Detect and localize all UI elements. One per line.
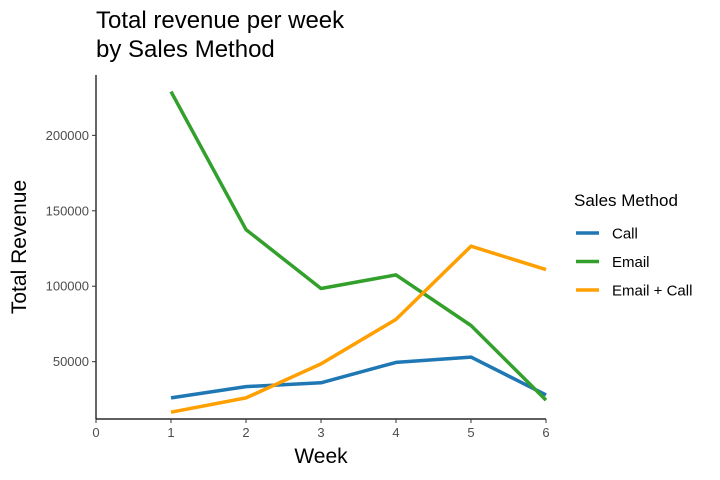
x-tick-label: 6: [542, 425, 549, 440]
y-tick-label: 50000: [53, 354, 89, 369]
y-axis-ticks: 50000 100000 150000 200000: [46, 128, 96, 369]
x-axis-title: Week: [294, 445, 348, 468]
series-line-call: [170, 355, 547, 400]
y-tick-label: 150000: [46, 203, 89, 218]
y-axis-title: Total Revenue: [8, 180, 31, 314]
x-tick-label: 0: [92, 425, 99, 440]
x-tick-label: 4: [392, 425, 399, 440]
x-tick-label: 5: [467, 425, 474, 440]
series-line-email-call: [170, 244, 547, 414]
legend-label-email-call: Email + Call: [612, 283, 692, 300]
legend-label-call: Call: [612, 226, 638, 243]
chart-title-line-2: by Sales Method: [96, 36, 275, 63]
x-tick-label: 2: [242, 425, 249, 440]
legend: Sales Method Call Email Email + Call: [574, 191, 692, 300]
series-line-email: [169, 90, 548, 402]
x-axis-ticks: 0 1 2 3 4 5 6: [92, 419, 550, 440]
legend-label-email: Email: [612, 254, 650, 271]
chart-title-line-1: Total revenue per week: [96, 7, 345, 34]
x-tick-label: 1: [167, 425, 174, 440]
legend-title: Sales Method: [574, 191, 678, 210]
x-tick-label: 3: [317, 425, 324, 440]
y-tick-label: 200000: [46, 128, 89, 143]
y-tick-label: 100000: [46, 279, 89, 294]
plot-area: [169, 90, 548, 414]
